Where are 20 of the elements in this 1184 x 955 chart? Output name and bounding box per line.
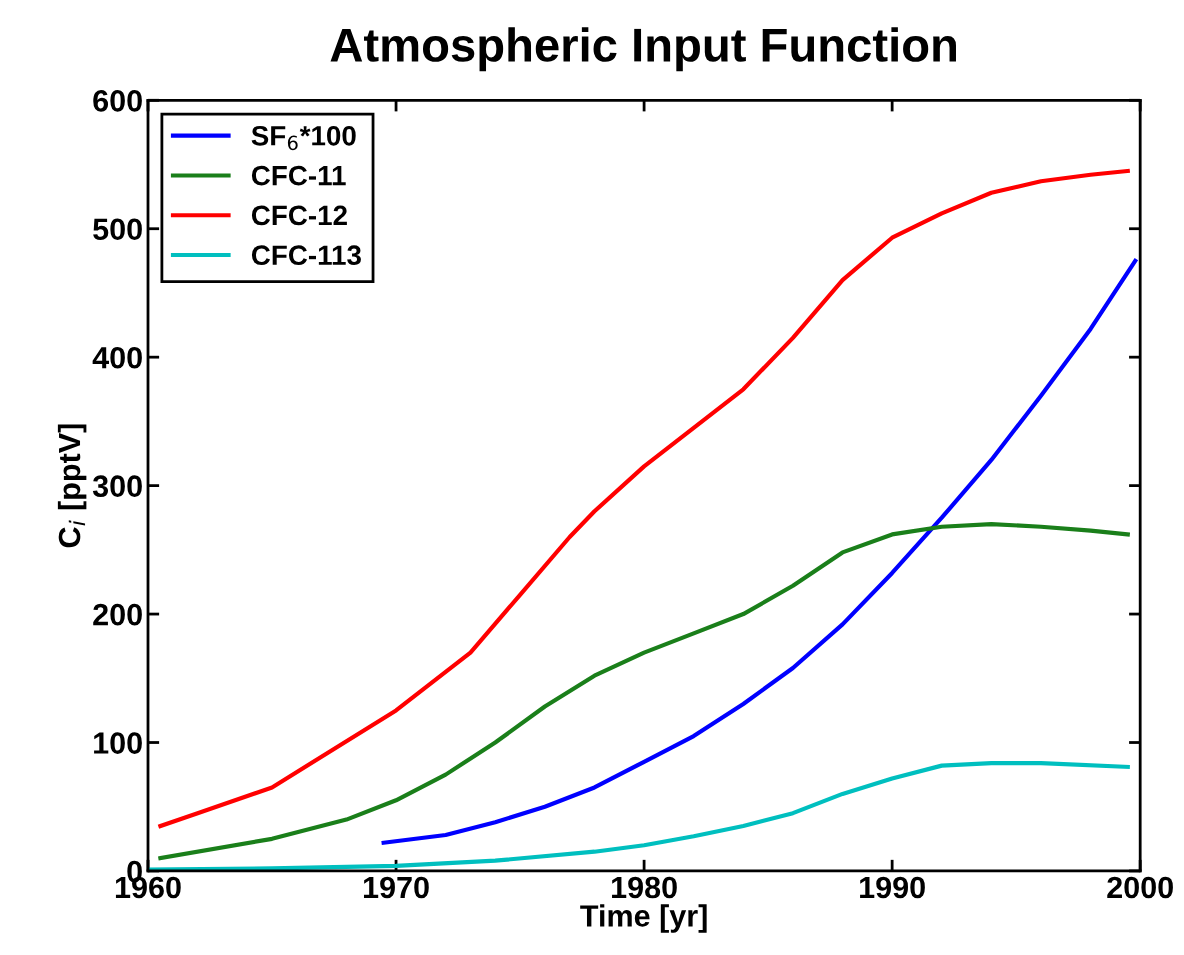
y-tick-label: 600 (93, 90, 142, 112)
legend-label: CFC-11 (251, 165, 346, 186)
x-tick-label: 2000 (1107, 876, 1173, 899)
line-series (381, 258, 1138, 845)
legend-label: CFC-12 (251, 205, 347, 226)
x-tick-label: 1970 (363, 876, 429, 899)
y-tick-label: 300 (92, 475, 142, 498)
line-series (158, 522, 1130, 861)
legend-label: CFC-113 (251, 245, 361, 266)
x-axis-title: Time [yr] (580, 904, 707, 933)
x-tick-label: 1990 (860, 876, 925, 899)
y-tick-label: 100 (94, 732, 142, 754)
legend-label: SF$_{6}$*100 (251, 125, 356, 151)
y-tick-label: 200 (93, 603, 142, 626)
line-series (148, 760, 1130, 871)
chart-title: Atmospheric Input Function (330, 27, 956, 72)
y-tick-label: 500 (93, 218, 142, 241)
x-tick-label: 1980 (612, 876, 677, 899)
y-axis-title: C$_{i}$ [pptV] (57, 424, 87, 548)
y-tick-label: 400 (92, 346, 142, 369)
